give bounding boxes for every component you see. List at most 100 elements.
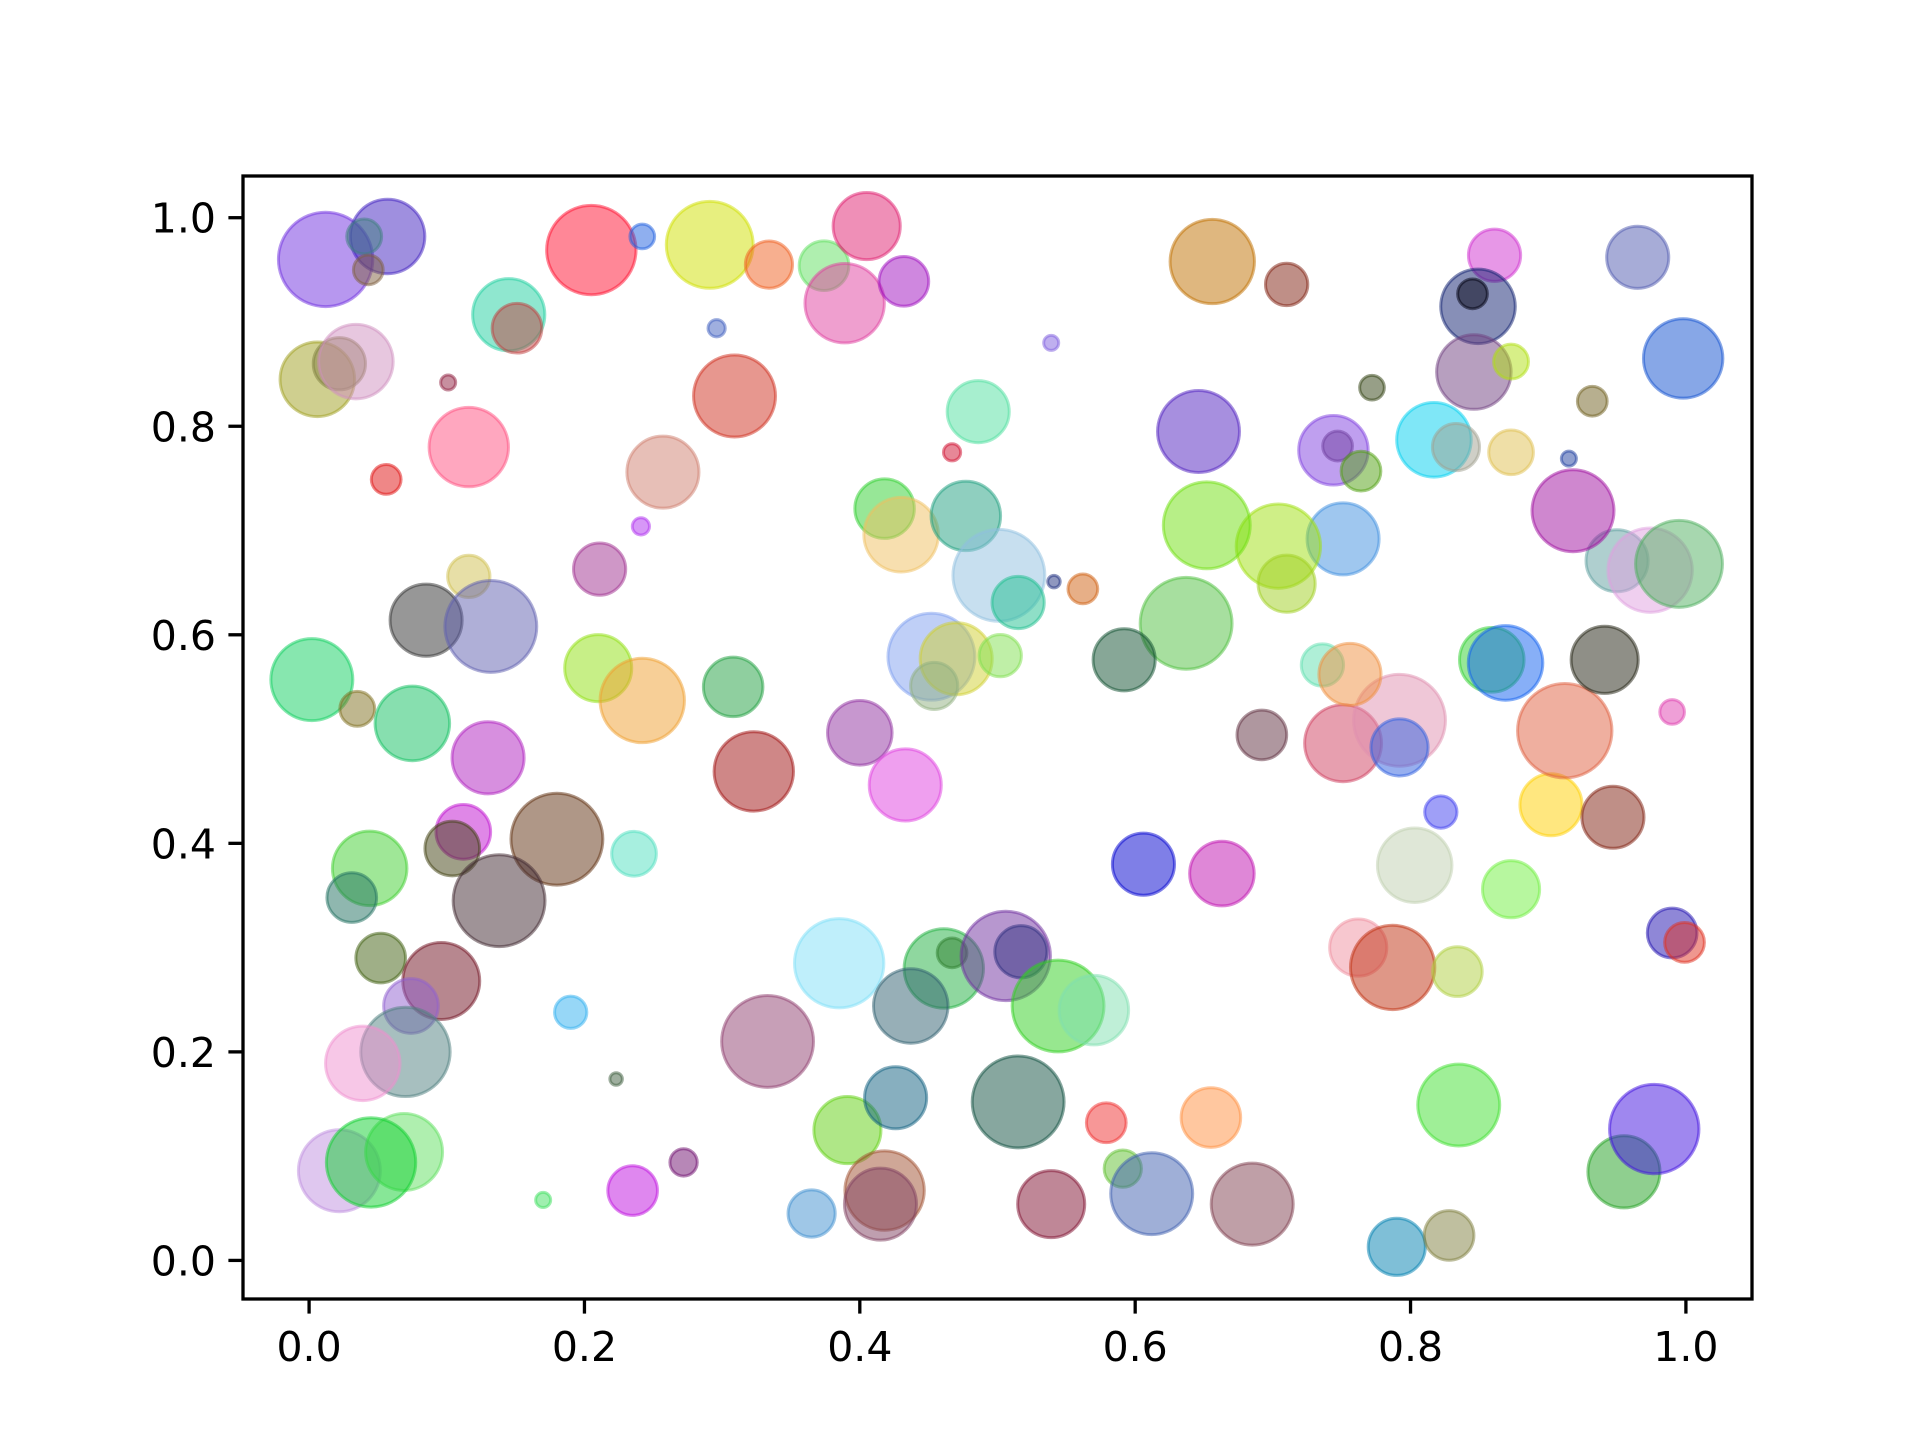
x-tick-label: 0.0 (276, 1323, 341, 1371)
bubble (1358, 373, 1386, 402)
bubble (1263, 261, 1310, 308)
bubble (863, 1065, 929, 1131)
bubble (1168, 217, 1256, 306)
bubble (354, 931, 408, 985)
bubble (628, 222, 657, 251)
bubble (1530, 468, 1616, 554)
bubble (1369, 717, 1430, 778)
bubble (325, 871, 379, 924)
y-tick-label: 1.0 (151, 195, 216, 243)
bubble (871, 967, 950, 1045)
bubble (701, 655, 765, 719)
bubble (625, 434, 701, 510)
bubble (1317, 641, 1383, 707)
bubble (630, 516, 651, 537)
bubble (720, 994, 815, 1089)
y-tick-label: 0.2 (151, 1029, 216, 1077)
bubble (945, 379, 1011, 445)
bubble (970, 1054, 1066, 1150)
bubble (534, 1190, 553, 1209)
bubble (990, 574, 1046, 631)
bubble (1161, 480, 1252, 571)
bubble (338, 689, 377, 728)
bubble (610, 829, 658, 878)
bubble (1156, 388, 1242, 474)
bubble (1569, 624, 1640, 695)
bubble (427, 405, 510, 489)
bubble (941, 442, 963, 463)
bubble (1575, 384, 1609, 418)
bubble (706, 318, 727, 339)
bubble (1480, 859, 1542, 920)
bubble (786, 1188, 837, 1239)
bubble (1559, 449, 1578, 468)
x-tick-label: 1.0 (1653, 1323, 1718, 1371)
bubble (369, 463, 403, 496)
bubble (1466, 624, 1545, 702)
bubble (1016, 1169, 1087, 1240)
x-tick-label: 0.2 (552, 1323, 617, 1371)
bubble (668, 1147, 699, 1178)
bubble (1375, 826, 1454, 904)
bubble (571, 541, 628, 597)
bubble (1348, 923, 1437, 1012)
axes: 0.0 0.2 0.4 0.6 0.8 1.0 0.0 0.2 0.4 0.6 0.8 1.0 (151, 195, 1719, 1371)
bubble (1339, 449, 1383, 493)
bubble (1516, 682, 1614, 780)
y-tick-label: 0.0 (151, 1237, 216, 1285)
bubble (1641, 317, 1725, 400)
bubble (1487, 428, 1535, 477)
bubble (1091, 627, 1157, 693)
bubble (608, 1071, 624, 1087)
bubble (451, 853, 547, 949)
bubble (1046, 573, 1062, 590)
bubble (606, 1164, 659, 1217)
bubble (439, 373, 458, 392)
bubble (692, 353, 778, 439)
bubble (664, 199, 755, 290)
bubble (877, 254, 931, 308)
bubble (1042, 333, 1061, 352)
bubble (812, 1095, 883, 1166)
bubble (1456, 277, 1489, 311)
bubble (509, 791, 605, 887)
bubble (1423, 794, 1459, 830)
bubble (831, 190, 902, 262)
bubble (598, 656, 686, 745)
bubble (1605, 224, 1671, 290)
bubble (345, 217, 384, 256)
bubble (909, 660, 960, 711)
bubble (1066, 572, 1100, 606)
x-tick-label: 0.4 (827, 1323, 892, 1371)
bubble (743, 239, 795, 290)
bubble (450, 720, 526, 796)
bubble (490, 301, 544, 355)
bubble (1580, 784, 1646, 850)
bubble (1431, 945, 1484, 998)
bubble (826, 699, 894, 767)
bubble (443, 579, 539, 674)
bubble (1492, 342, 1530, 381)
bubble (1366, 1216, 1427, 1277)
bubble (792, 917, 886, 1010)
bubble (1634, 518, 1724, 609)
bubble (842, 1166, 918, 1242)
bubble (317, 322, 395, 401)
bubble (1422, 1209, 1476, 1262)
bubble (1235, 708, 1289, 762)
bubble (373, 684, 452, 763)
bubble (1084, 1101, 1128, 1145)
y-tick-label: 0.4 (151, 820, 216, 868)
bubble (1109, 1151, 1195, 1237)
bubble (1256, 553, 1317, 614)
bubble (423, 819, 482, 878)
bubble (862, 495, 940, 574)
bubble (1416, 1062, 1502, 1148)
bubble (1518, 772, 1584, 838)
bubble (803, 262, 886, 345)
bubble (1138, 575, 1234, 671)
bubble (1663, 921, 1706, 964)
